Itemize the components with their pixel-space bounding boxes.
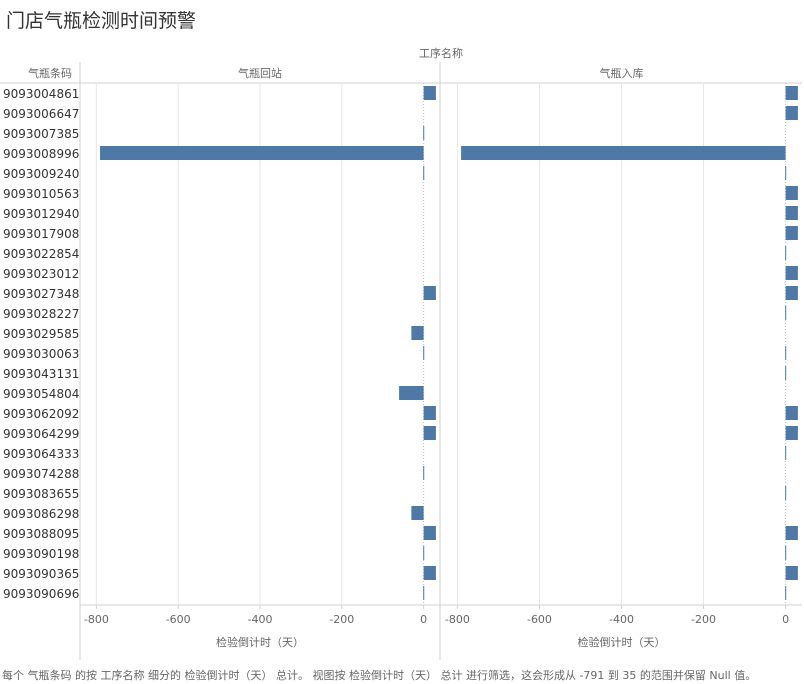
x-tick-label: -200 [329, 613, 354, 626]
bar [399, 386, 424, 400]
bar [423, 586, 425, 600]
bar [785, 366, 787, 380]
bar [423, 566, 436, 580]
row-label: 9093074288 [3, 467, 79, 481]
bar [785, 166, 787, 180]
caption: 每个 气瓶条码 的按 工序名称 细分的 检验倒计时（天） 总计。 视图按 检验倒… [2, 669, 757, 682]
bar [785, 406, 798, 420]
bar [411, 326, 424, 340]
bar [785, 526, 798, 540]
row-label: 9093006647 [3, 107, 79, 121]
column-header: 工序名称 [419, 46, 463, 60]
bar [423, 426, 436, 440]
row-label: 9093043131 [3, 367, 79, 381]
bar [785, 286, 798, 300]
panel-header: 气瓶入库 [600, 66, 644, 80]
bar [423, 166, 425, 180]
bar [785, 586, 787, 600]
x-tick-label: -800 [84, 613, 109, 626]
bar [785, 266, 798, 280]
bar [785, 426, 798, 440]
row-header: 气瓶条码 [28, 66, 72, 80]
bar [785, 86, 798, 100]
bar [423, 466, 425, 480]
row-label: 9093083655 [3, 487, 79, 501]
x-axis-title: 检验倒计时（天） [216, 635, 304, 649]
row-label: 9093004861 [3, 87, 79, 101]
bar [785, 546, 787, 560]
row-label: 9093022854 [3, 247, 79, 261]
bar [785, 306, 787, 320]
bar [423, 126, 425, 140]
x-tick-label: -800 [445, 613, 470, 626]
x-tick-label: 0 [420, 613, 427, 626]
row-label: 9093030063 [3, 347, 79, 361]
row-label: 9093062092 [3, 407, 79, 421]
bar [423, 86, 436, 100]
row-label: 9093064299 [3, 427, 79, 441]
bar [100, 146, 424, 160]
row-label: 9093090696 [3, 587, 79, 601]
row-label: 9093010563 [3, 187, 79, 201]
row-label: 9093090365 [3, 567, 79, 581]
bar [785, 446, 787, 460]
row-label: 9093086298 [3, 507, 79, 521]
x-tick-label: -400 [248, 613, 273, 626]
bar [785, 346, 787, 360]
row-label: 9093088095 [3, 527, 79, 541]
bar [785, 566, 798, 580]
bar [411, 506, 424, 520]
bar [423, 546, 425, 560]
row-label: 9093009240 [3, 167, 79, 181]
bar [785, 226, 798, 240]
bar [423, 346, 425, 360]
row-label: 9093054804 [3, 387, 79, 401]
bar [423, 526, 436, 540]
row-label: 9093090198 [3, 547, 79, 561]
bar [785, 106, 798, 120]
bar [785, 206, 798, 220]
row-label: 9093064333 [3, 447, 79, 461]
row-label: 9093028227 [3, 307, 79, 321]
bar [785, 486, 787, 500]
row-label: 9093008996 [3, 147, 79, 161]
bar [785, 186, 798, 200]
row-label: 9093012940 [3, 207, 79, 221]
row-label: 9093029585 [3, 327, 79, 341]
x-tick-label: 0 [782, 613, 789, 626]
bar [461, 146, 786, 160]
x-tick-label: -400 [609, 613, 634, 626]
row-label: 9093023012 [3, 267, 79, 281]
x-tick-label: -600 [527, 613, 552, 626]
chart-title: 门店气瓶检测时间预警 [6, 10, 197, 32]
row-label: 9093017908 [3, 227, 79, 241]
x-axis-title: 检验倒计时（天） [578, 635, 666, 649]
bar [423, 286, 436, 300]
row-label: 9093027348 [3, 287, 79, 301]
bar [423, 406, 436, 420]
bar [785, 246, 787, 260]
panel-header: 气瓶回站 [238, 66, 282, 80]
row-label: 9093007385 [3, 127, 79, 141]
x-tick-label: -200 [691, 613, 716, 626]
x-tick-label: -600 [166, 613, 191, 626]
